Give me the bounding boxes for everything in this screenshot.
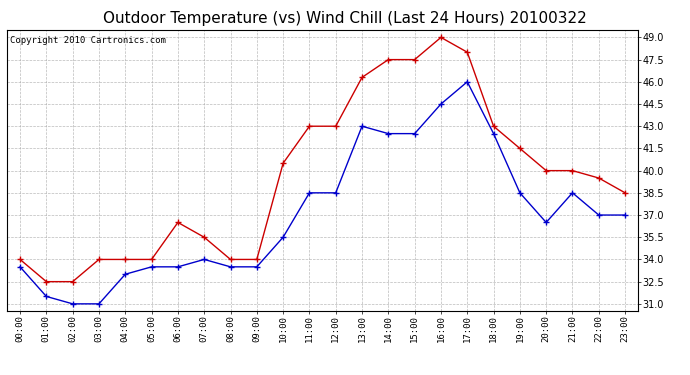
- Text: Outdoor Temperature (vs) Wind Chill (Last 24 Hours) 20100322: Outdoor Temperature (vs) Wind Chill (Las…: [103, 11, 587, 26]
- Text: Copyright 2010 Cartronics.com: Copyright 2010 Cartronics.com: [10, 36, 166, 45]
